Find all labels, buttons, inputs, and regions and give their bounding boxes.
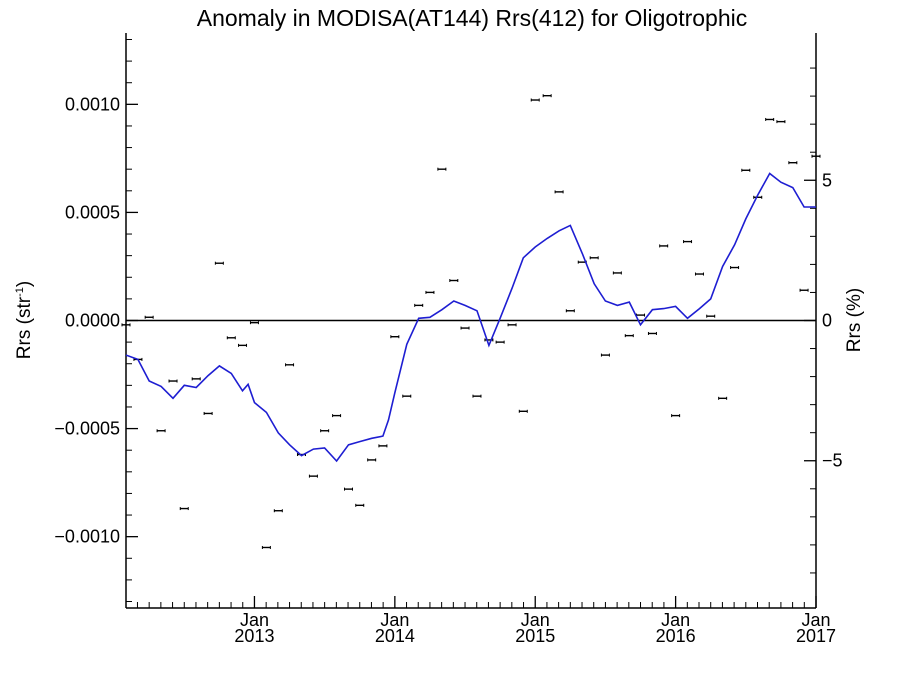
data-point — [425, 290, 435, 294]
data-point — [320, 429, 330, 433]
data-point — [344, 487, 354, 491]
data-point — [753, 195, 763, 199]
data-point — [683, 240, 693, 244]
data-point — [799, 288, 809, 292]
data-point — [718, 396, 728, 400]
right-y-axis-label: Rrs (%) — [844, 288, 865, 352]
data-point — [168, 379, 178, 383]
data-point — [437, 167, 447, 171]
x-tick-year-label: 2015 — [515, 626, 555, 646]
data-point — [226, 336, 236, 340]
data-point — [156, 429, 166, 433]
right-y-tick-label: 0 — [822, 311, 832, 331]
data-point — [636, 313, 646, 317]
data-point — [378, 444, 388, 448]
data-point — [414, 303, 424, 307]
data-point — [179, 507, 189, 511]
data-point — [355, 503, 365, 507]
smoothed-anomaly-line — [125, 172, 816, 463]
chart-title: Anomaly in MODISA(AT144) Rrs(412) for Ol… — [197, 5, 747, 31]
data-point — [741, 168, 751, 172]
data-point — [144, 315, 154, 319]
x-tick-month-label: Jan — [801, 610, 830, 630]
left-y-tick-label: −0.0010 — [54, 527, 120, 547]
data-point — [647, 331, 657, 335]
data-point — [788, 161, 798, 165]
data-point — [495, 340, 505, 344]
data-point — [121, 323, 131, 327]
data-point — [589, 256, 599, 260]
data-point — [261, 545, 271, 549]
data-point — [730, 266, 740, 270]
data-point — [706, 314, 716, 318]
data-point — [285, 363, 295, 367]
anomaly-points — [121, 94, 821, 549]
data-point — [507, 323, 517, 327]
data-point — [308, 474, 318, 478]
data-point — [811, 154, 821, 158]
data-point — [765, 117, 775, 121]
data-point — [449, 279, 459, 283]
data-point — [390, 335, 400, 339]
x-tick-month-label: Jan — [521, 610, 550, 630]
data-point — [530, 98, 540, 102]
left-y-tick-label: 0.0000 — [65, 311, 120, 331]
data-point — [249, 321, 259, 325]
x-tick-year-label: 2014 — [375, 626, 415, 646]
data-point — [671, 414, 681, 418]
right-y-ticks: 5 0 −5 — [804, 67, 843, 574]
data-point — [600, 353, 610, 357]
data-point — [273, 509, 283, 513]
right-y-tick-label: 5 — [822, 170, 832, 190]
data-point — [776, 120, 786, 124]
data-point — [402, 394, 412, 398]
data-point — [518, 409, 528, 413]
data-point — [472, 394, 482, 398]
left-y-ticks: 0.0010 0.0005 0.0000 −0.0005 −0.0010 — [54, 38, 138, 603]
data-point — [214, 261, 224, 265]
data-point — [367, 458, 377, 462]
left-y-axis-label: Rrs (str-1) — [14, 281, 35, 359]
x-tick-year-label: 2013 — [234, 626, 274, 646]
data-point — [191, 377, 201, 381]
data-point — [612, 271, 622, 275]
x-tick-month-label: Jan — [240, 610, 269, 630]
data-point — [659, 244, 669, 248]
left-y-tick-label: −0.0005 — [54, 419, 120, 439]
x-tick-month-label: Jan — [661, 610, 690, 630]
data-point — [624, 334, 634, 338]
x-tick-month-label: Jan — [380, 610, 409, 630]
data-point — [238, 343, 248, 347]
right-y-tick-label: −5 — [822, 451, 843, 471]
left-y-tick-label: 0.0005 — [65, 202, 120, 222]
data-point — [332, 414, 342, 418]
x-tick-year-label: 2017 — [796, 626, 836, 646]
data-point — [694, 272, 704, 276]
left-y-tick-label: 0.0010 — [65, 94, 120, 114]
data-point — [554, 190, 564, 194]
data-point — [203, 411, 213, 415]
data-point — [460, 326, 470, 330]
data-point — [542, 94, 552, 98]
x-tick-year-label: 2016 — [656, 626, 696, 646]
data-point — [565, 309, 575, 313]
